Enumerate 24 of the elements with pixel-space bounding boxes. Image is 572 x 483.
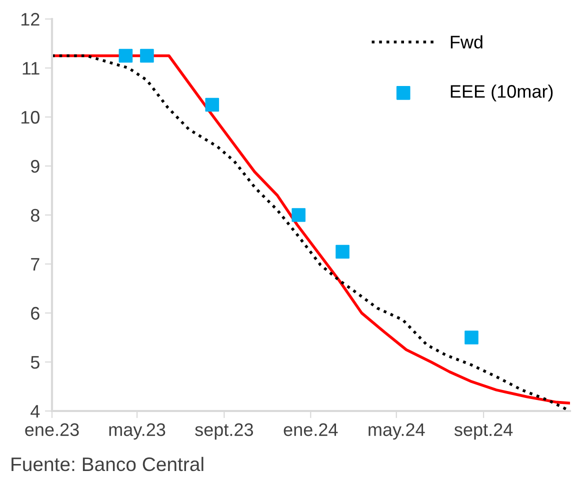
point (140, 48, 154, 63)
point (464, 330, 478, 344)
y-tick-label: 9 (31, 160, 40, 173)
x-tick-label: sept.23 (195, 423, 254, 440)
y-tick-label: 11 (22, 62, 40, 75)
source-note: Fuente: Banco Central (12, 456, 204, 472)
point (118, 48, 133, 63)
y-tick-label: 8 (30, 208, 40, 222)
y-tick-label: 10 (21, 110, 40, 124)
x-tick-label: may.24 (368, 423, 425, 440)
y-tick-label: 6 (31, 306, 40, 320)
y-tick-label: 5 (30, 356, 40, 369)
y-tick-label: 4 (30, 405, 40, 418)
point (292, 208, 306, 222)
legend-label: Fwd (450, 35, 482, 49)
x-tick-label: sept.24 (454, 423, 513, 440)
point (205, 98, 220, 112)
y-tick-label: 7 (31, 258, 40, 271)
y-tick-label: 12 (21, 12, 40, 26)
x-tick-label: ene.23 (25, 423, 79, 436)
x-tick-label: may.23 (109, 423, 166, 440)
legend-label: EEE (10mar) (450, 84, 553, 102)
x-tick-label: ene.24 (284, 423, 338, 436)
point (336, 244, 350, 259)
